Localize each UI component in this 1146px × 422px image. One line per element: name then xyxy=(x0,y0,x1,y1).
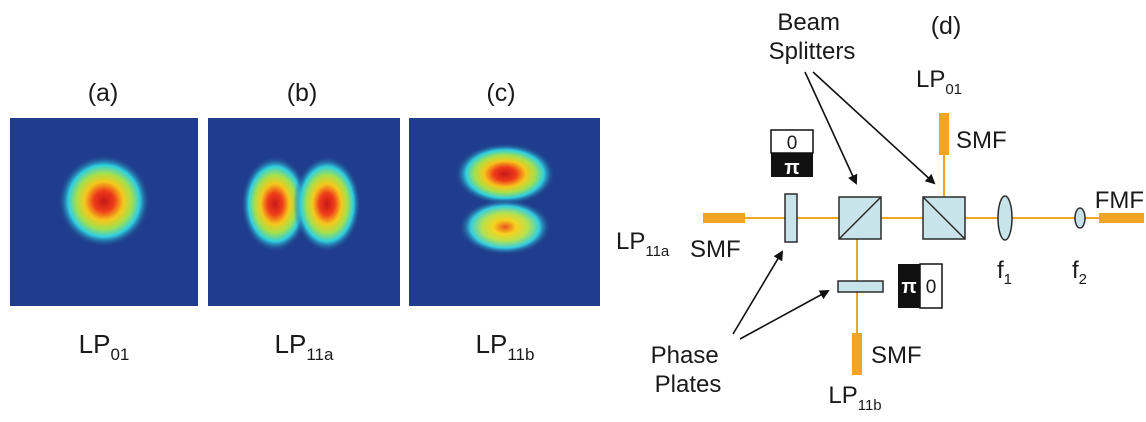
lobe-top xyxy=(455,143,555,205)
mode-label-base: LP xyxy=(79,329,111,359)
lp11a-base: LP xyxy=(616,228,645,255)
fiber-fmf-output xyxy=(1099,213,1144,223)
lp11b-base: LP xyxy=(828,382,857,409)
phase-plate-horizontal xyxy=(837,280,884,293)
fmf-label: FMF xyxy=(1095,187,1144,214)
mode-label-sub: 11a xyxy=(306,345,334,364)
lp11a-sub: 11a xyxy=(645,243,670,260)
panel-b: (b) LP11a xyxy=(208,79,400,364)
phase-plates-label: Phase Plates xyxy=(651,342,726,398)
beam-splitters-label: Beam Splitters xyxy=(769,9,856,65)
lp01-base: LP xyxy=(916,66,945,93)
beam-splitters-line1: Beam xyxy=(777,9,840,36)
lens-label-f2: f2 xyxy=(1072,257,1087,288)
input-label-lp01: LP01 xyxy=(916,66,962,98)
f1-base: f xyxy=(997,257,1004,284)
plate-bottom-value: π xyxy=(784,157,799,179)
beam-splitter-2 xyxy=(922,196,966,240)
lens-f2 xyxy=(1074,207,1086,229)
lp01-sub: 01 xyxy=(945,81,962,98)
smf-label-lp11a: SMF xyxy=(690,236,741,263)
mode-label-lp11a: LP11a xyxy=(275,329,334,364)
beam-splitter-1 xyxy=(838,196,882,240)
plate-right-value: 0 xyxy=(926,277,937,298)
lens-label-f1: f1 xyxy=(997,257,1012,288)
lobe-center xyxy=(58,155,150,247)
arrow-to-splitter-2 xyxy=(812,71,936,185)
panel-letter-d: (d) xyxy=(931,12,962,40)
lens-f1 xyxy=(997,195,1013,241)
smf-label-lp11b: SMF xyxy=(871,342,922,369)
f1-sub: 1 xyxy=(1004,271,1012,288)
smf-label-lp01: SMF xyxy=(956,127,1007,154)
fiber-smf-lp11a xyxy=(703,213,745,223)
mode-label-lp11b: LP11b xyxy=(476,329,535,364)
plate-inset-horizontal: π 0 xyxy=(898,263,943,309)
lobe-right xyxy=(293,156,361,252)
phase-plates-line1: Phase xyxy=(651,342,719,369)
input-label-lp11a: LP11a xyxy=(616,228,670,260)
plate-left-value: π xyxy=(901,276,916,298)
fiber-smf-lp01 xyxy=(939,113,949,155)
lobe-bottom xyxy=(459,199,551,255)
plate-top-value: 0 xyxy=(787,133,798,154)
lp11b-sub: 11b xyxy=(858,397,882,414)
mode-label-sub: 01 xyxy=(110,345,129,364)
arrow-to-plate-horizontal xyxy=(739,290,830,340)
mode-label-sub: 11b xyxy=(507,345,534,364)
beam-splitters-line2: Splitters xyxy=(769,38,856,65)
plate-inset-vertical: 0 π xyxy=(770,129,814,179)
phase-plate-vertical xyxy=(784,193,798,243)
fiber-smf-lp11b xyxy=(852,333,862,375)
mode-label-lp01: LP01 xyxy=(79,329,130,364)
arrow-to-plate-vertical xyxy=(732,250,784,335)
f2-base: f xyxy=(1072,257,1079,284)
phase-plates-line2: Plates xyxy=(655,371,722,398)
panel-letter-b: (b) xyxy=(287,79,318,107)
f2-sub: 2 xyxy=(1079,271,1087,288)
mode-label-base: LP xyxy=(476,329,508,359)
mode-label-base: LP xyxy=(275,329,307,359)
arrow-to-splitter-1 xyxy=(804,71,858,185)
lobe-left xyxy=(241,156,309,252)
panel-a: (a) LP01 xyxy=(10,79,198,364)
panel-c: (c) LP11b xyxy=(409,79,600,364)
panel-letter-c: (c) xyxy=(486,79,515,107)
input-label-lp11b: LP11b xyxy=(828,382,881,414)
panel-letter-a: (a) xyxy=(88,79,119,107)
panel-d-setup: (d) 0 π xyxy=(616,9,1144,414)
